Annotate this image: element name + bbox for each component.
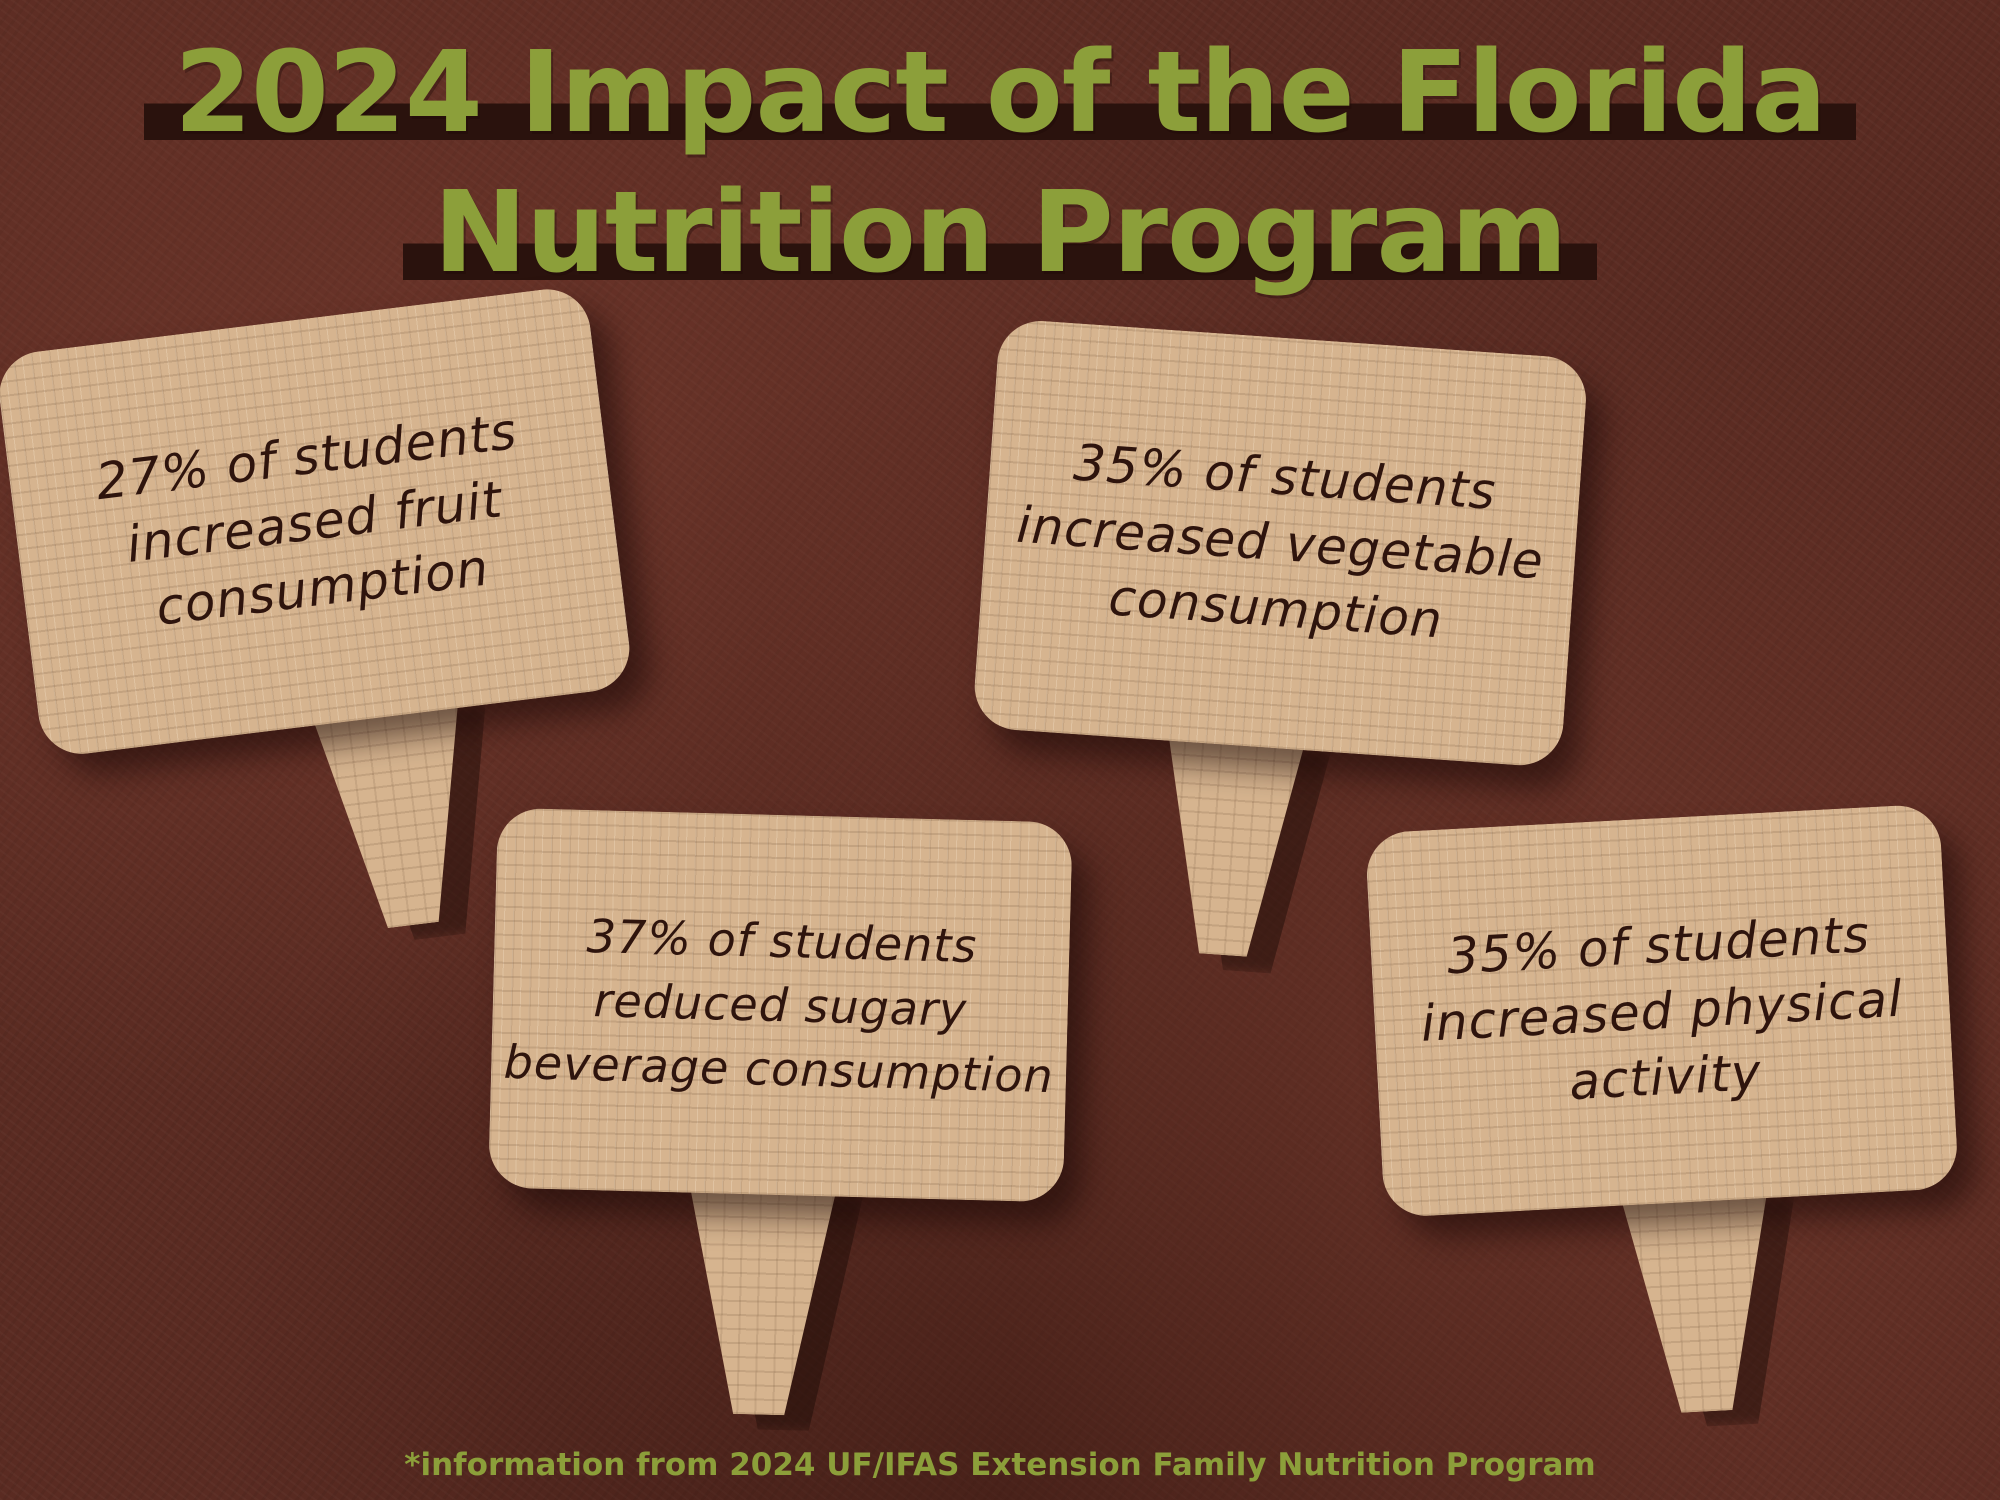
sign-text: 35% of students increased physical activ… xyxy=(1392,898,1932,1123)
source-footnote: *information from 2024 UF/IFAS Extension… xyxy=(404,1447,1596,1483)
sign-board: 35% of students increased physical activ… xyxy=(1364,803,1960,1219)
sign-physical-activity: 35% of students increased physical activ… xyxy=(1364,803,1976,1433)
sign-text-line: beverage consumption xyxy=(503,1034,1055,1104)
sign-text: 37% of students reduced sugary beverage … xyxy=(479,901,1082,1109)
title-text-2: Nutrition Program xyxy=(403,168,1597,298)
page-title-line-1: 2024 Impact of the Florida xyxy=(0,28,2000,158)
sign-board: 35% of students increased vegetable cons… xyxy=(971,318,1589,769)
sign-text: 27% of students increased fruit consumpt… xyxy=(68,395,560,649)
page-title-line-2: Nutrition Program xyxy=(0,168,2000,298)
title-text-1: 2024 Impact of the Florida xyxy=(144,28,1856,158)
sign-text: 35% of students increased vegetable cons… xyxy=(986,424,1574,662)
sign-board: 37% of students reduced sugary beverage … xyxy=(488,807,1073,1203)
sign-board: 27% of students increased fruit consumpt… xyxy=(0,284,635,759)
sign-sugary-beverage: 37% of students reduced sugary beverage … xyxy=(482,807,1073,1423)
